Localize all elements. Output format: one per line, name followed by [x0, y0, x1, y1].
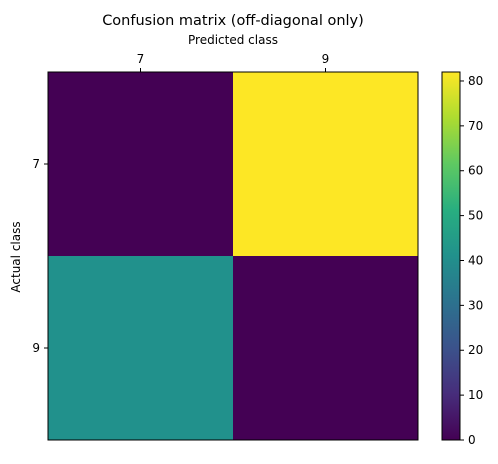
colorbar-tick-label: 30 [468, 298, 483, 312]
y-tick-label: 9 [32, 341, 40, 355]
colorbar [441, 71, 461, 441]
heatmap-cell-actual-7-predicted-9 [233, 72, 418, 256]
x-tick-label: 7 [137, 52, 145, 66]
colorbar-tick-label: 80 [468, 74, 483, 88]
colorbar-tick-label: 40 [468, 253, 483, 267]
heatmap-cell-actual-9-predicted-9 [233, 256, 418, 440]
x-axis-label: Predicted class [188, 33, 278, 47]
colorbar-tick-label: 70 [468, 119, 483, 133]
y-tick-label: 7 [32, 157, 40, 171]
colorbar-tick-label: 50 [468, 209, 483, 223]
chart-title: Confusion matrix (off-diagonal only) [102, 13, 364, 29]
colorbar-ticks: 0 10 20 30 40 50 60 70 80 [460, 74, 483, 447]
colorbar-tick-label: 0 [468, 433, 476, 447]
colorbar-tick-label: 60 [468, 164, 483, 178]
heatmap-cells [48, 72, 418, 440]
y-axis-label: Actual class [9, 221, 23, 292]
plot-frame [47, 71, 419, 441]
colorbar-tick-label: 20 [468, 343, 483, 357]
colorbar-tick-label: 10 [468, 388, 483, 402]
x-tick-label: 9 [322, 52, 330, 66]
y-axis-ticks: 79 [32, 157, 48, 355]
heatmap-cell-actual-9-predicted-7 [48, 256, 233, 440]
heatmap-cell-actual-7-predicted-7 [48, 72, 233, 256]
